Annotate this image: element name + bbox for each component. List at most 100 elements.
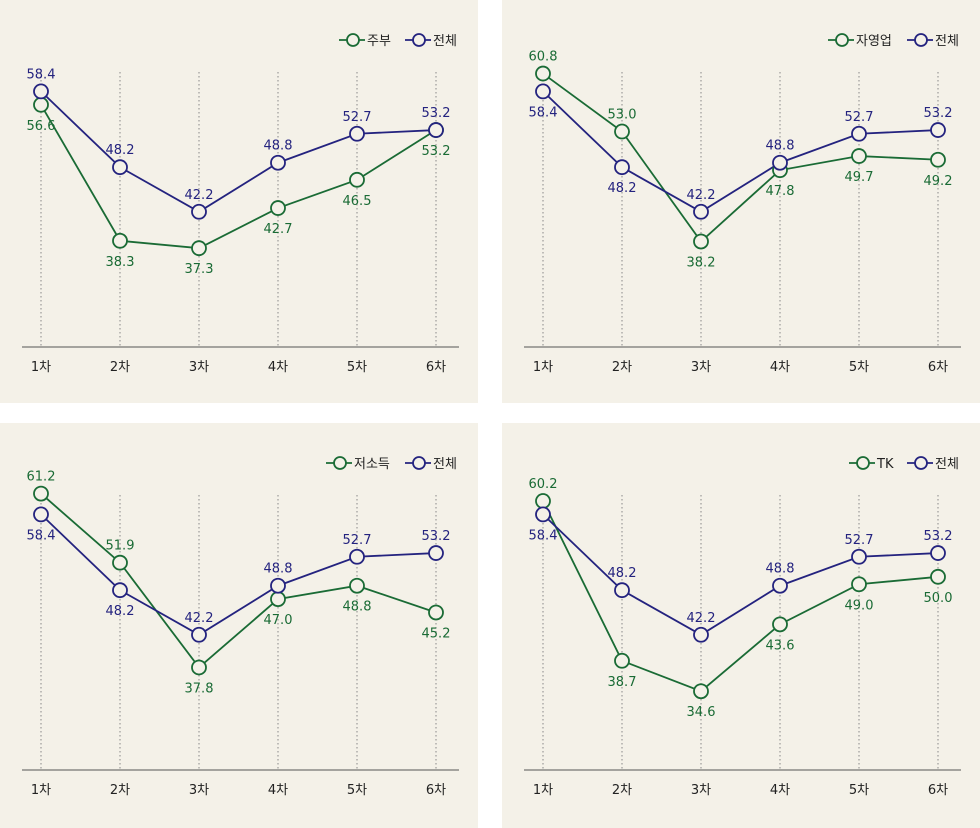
data-label-total: 52.7	[845, 533, 874, 548]
data-point-group	[535, 493, 551, 509]
data-point-total	[33, 506, 49, 523]
legend-marker	[346, 33, 360, 47]
data-point-total	[930, 122, 946, 138]
x-tick-label: 2차	[110, 360, 130, 375]
x-tick-label: 3차	[189, 360, 209, 375]
data-label-total: 48.2	[106, 604, 135, 619]
data-point-group	[851, 148, 867, 164]
x-tick-label: 4차	[268, 360, 288, 375]
data-point-total	[349, 125, 365, 142]
series-line-total	[40, 513, 437, 636]
data-point-group	[693, 683, 709, 700]
data-label-total: 48.8	[766, 139, 795, 154]
data-point-total	[349, 548, 365, 565]
series-line-group	[542, 72, 939, 243]
data-point-total	[270, 577, 286, 594]
data-label-total: 58.4	[529, 105, 558, 120]
legend-marker	[333, 456, 347, 470]
data-point-group	[428, 604, 444, 621]
data-label-group: 53.0	[608, 108, 637, 123]
data-point-total	[535, 83, 551, 100]
data-label-group: 38.2	[687, 255, 716, 270]
data-point-total	[191, 203, 207, 220]
data-label-group: 50.0	[924, 591, 953, 606]
data-label-total: 53.2	[422, 106, 451, 121]
data-label-group: 61.2	[27, 470, 56, 485]
data-label-total: 42.2	[687, 188, 716, 203]
x-tick-label: 5차	[849, 360, 869, 375]
data-label-total: 58.4	[27, 528, 56, 543]
x-tick-label: 1차	[533, 360, 553, 375]
data-label-group: 38.7	[608, 675, 637, 690]
data-point-total	[614, 582, 630, 599]
chart-panel-tk: 1차 2차 3차 4차 5차 6차 60.2 38.7 34.6 43.6 49.0 50.0 58.4…	[502, 423, 980, 828]
legend-marker	[412, 33, 426, 47]
data-label-total: 42.2	[185, 188, 214, 203]
legend: 전체 저소득	[326, 456, 457, 472]
data-label-total: 48.2	[608, 181, 637, 196]
data-label-total: 48.8	[264, 562, 293, 577]
data-label-total: 52.7	[343, 110, 372, 125]
data-label-group: 43.6	[766, 638, 795, 653]
data-point-total	[772, 577, 788, 594]
data-point-total	[33, 83, 49, 100]
legend-marker	[914, 456, 928, 470]
data-label-group: 38.3	[106, 255, 135, 270]
data-label-group: 47.0	[264, 613, 293, 628]
x-tick-label: 6차	[426, 783, 446, 798]
chart-self-employed: 1차 2차 3차 4차 5차 6차 60.8 53.0 38.2 47.8 49.7 49.2 58.4…	[524, 33, 961, 375]
x-tick-label: 4차	[268, 783, 288, 798]
data-label-total: 48.8	[766, 562, 795, 577]
data-label-total: 42.2	[185, 611, 214, 626]
series-line-group	[542, 500, 939, 693]
legend-marker	[914, 33, 928, 47]
data-point-group	[535, 65, 551, 82]
x-tick-label: 3차	[691, 783, 711, 798]
x-tick-label: 2차	[612, 783, 632, 798]
x-tick-label: 1차	[533, 783, 553, 798]
data-point-group	[693, 233, 709, 250]
x-tick-label: 3차	[189, 783, 209, 798]
data-label-total: 58.4	[27, 67, 56, 82]
data-label-group: 45.2	[422, 626, 451, 641]
data-label-total: 53.2	[924, 106, 953, 121]
x-tick-label: 6차	[928, 783, 948, 798]
data-label-group: 46.5	[343, 194, 372, 209]
legend-label: 전체	[433, 34, 457, 49]
data-point-group	[930, 568, 946, 585]
series-line-group	[40, 104, 437, 250]
data-point-group	[614, 123, 630, 140]
data-label-total: 48.8	[264, 139, 293, 154]
data-label-group: 49.2	[924, 174, 953, 189]
data-point-total	[693, 626, 709, 643]
legend-label: TK	[876, 457, 894, 472]
data-label-group: 34.6	[687, 705, 716, 720]
series-line-group	[40, 492, 437, 669]
x-tick-label: 6차	[928, 360, 948, 375]
data-point-group	[270, 591, 286, 608]
x-tick-label: 5차	[347, 783, 367, 798]
x-tick-label: 1차	[31, 783, 51, 798]
data-label-total: 52.7	[845, 110, 874, 125]
data-point-total	[428, 122, 444, 138]
legend-label: 저소득	[354, 457, 390, 472]
data-point-total	[851, 548, 867, 565]
data-point-total	[112, 159, 128, 176]
data-point-group	[349, 577, 365, 594]
data-point-total	[851, 125, 867, 142]
legend-label: 전체	[935, 34, 959, 49]
data-label-total: 53.2	[924, 529, 953, 544]
data-point-group	[614, 652, 630, 669]
x-tick-label: 6차	[426, 360, 446, 375]
data-label-total: 53.2	[422, 529, 451, 544]
data-label-group: 48.8	[343, 600, 372, 615]
data-point-total	[191, 626, 207, 643]
data-point-group	[33, 96, 49, 113]
legend-marker	[412, 456, 426, 470]
data-label-group: 49.0	[845, 598, 874, 613]
legend: 전체 TK	[849, 456, 959, 472]
data-point-total	[270, 154, 286, 171]
data-label-group: 60.2	[529, 477, 558, 492]
chart-low-income: 1차 2차 3차 4차 5차 6차 61.2 51.9 37.8 47.0 48.8 45.2 58.4…	[22, 456, 459, 798]
legend-label: 전체	[433, 457, 457, 472]
